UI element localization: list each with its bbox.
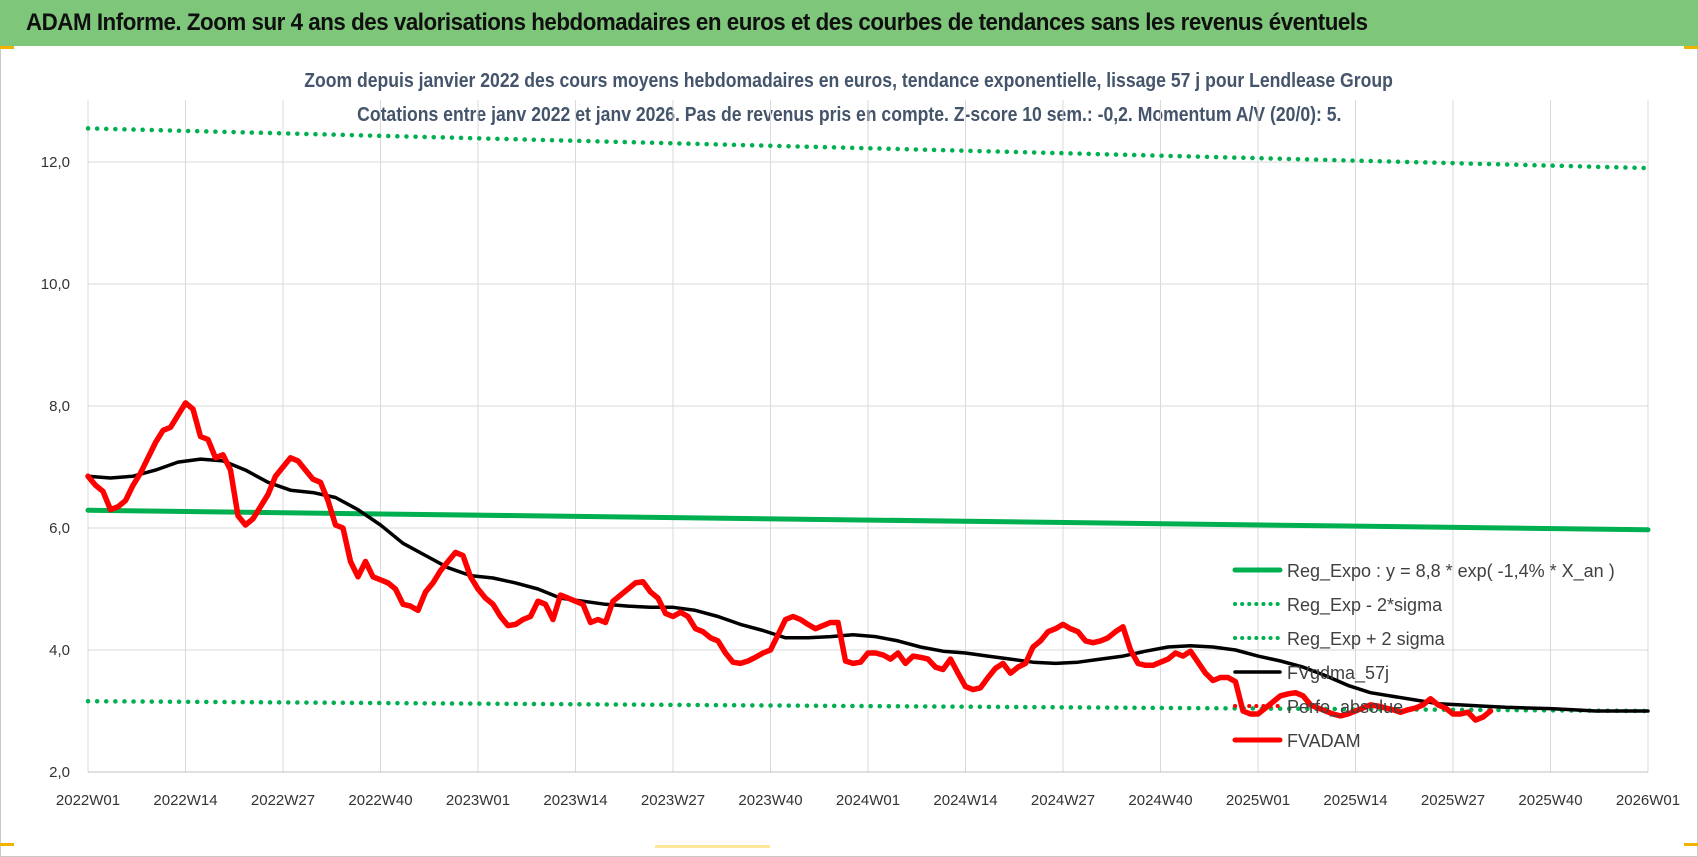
x-tick-label: 2024W40 — [1128, 792, 1192, 809]
corner-mark-bottom-right — [1684, 843, 1698, 846]
x-tick-label: 2022W27 — [251, 792, 315, 809]
y-tick-label: 6,0 — [49, 520, 70, 537]
y-tick-label: 4,0 — [49, 642, 70, 659]
series-line-2 — [85, 126, 1651, 171]
report-banner: ADAM Informe. Zoom sur 4 ans des valoris… — [0, 0, 1698, 46]
y-tick-label: 2,0 — [49, 764, 70, 781]
x-tick-label: 2025W27 — [1421, 792, 1485, 809]
legend: Reg_Expo : y = 8,8 * exp( -1,4% * X_an )… — [1232, 561, 1615, 751]
x-tick-label: 2022W40 — [348, 792, 412, 809]
chart-subtitle: Cotations entre janv 2022 et janv 2026. … — [356, 104, 1342, 126]
series-line-0 — [85, 507, 1651, 533]
x-tick-label: 2024W27 — [1031, 792, 1095, 809]
x-tick-label: 2023W14 — [543, 792, 607, 809]
x-tick-label: 2022W14 — [153, 792, 217, 809]
corner-mark-bottom-left — [0, 843, 14, 846]
series-line-5 — [85, 400, 1494, 723]
corner-mark-top-left — [0, 46, 14, 49]
x-axis-ticks: 2022W01 2022W14 2022W27 2022W40 2023W01 2023W… — [56, 792, 1680, 809]
x-tick-label: 2024W14 — [933, 792, 997, 809]
x-tick-label: 2026W01 — [1616, 792, 1680, 809]
x-tick-label: 2025W40 — [1518, 792, 1582, 809]
y-tick-label: 10,0 — [41, 276, 70, 293]
grid-lines — [87, 100, 1649, 773]
report-title: ADAM Informe. Zoom sur 4 ans des valoris… — [26, 9, 1368, 36]
series-line-3 — [86, 457, 1650, 713]
y-tick-label: 12,0 — [41, 154, 70, 171]
y-tick-label: 8,0 — [49, 398, 70, 415]
x-tick-label: 2023W40 — [738, 792, 802, 809]
x-tick-label: 2023W27 — [641, 792, 705, 809]
x-tick-label: 2025W14 — [1323, 792, 1387, 809]
legend-entry-3: FVgdma_57j — [1287, 663, 1389, 684]
x-tick-label: 2024W01 — [836, 792, 900, 809]
series-layer — [85, 126, 1651, 723]
x-tick-label: 2025W01 — [1226, 792, 1290, 809]
corner-mark-bottom-center — [655, 845, 770, 848]
x-tick-label: 2023W01 — [446, 792, 510, 809]
legend-entry-0: Reg_Expo : y = 8,8 * exp( -1,4% * X_an ) — [1287, 561, 1615, 582]
x-tick-label: 2022W01 — [56, 792, 120, 809]
legend-entry-5: FVADAM — [1287, 731, 1361, 751]
y-axis-ticks: 2,0 4,0 6,0 8,0 10,0 12,0 — [41, 154, 70, 781]
chart-title: Zoom depuis janvier 2022 des cours moyen… — [304, 70, 1394, 92]
legend-entry-2: Reg_Exp + 2 sigma — [1287, 629, 1446, 650]
corner-mark-top-right — [1684, 46, 1698, 49]
legend-entry-4: Perfo_absolue — [1287, 697, 1403, 718]
legend-entry-1: Reg_Exp - 2*sigma — [1287, 595, 1443, 616]
